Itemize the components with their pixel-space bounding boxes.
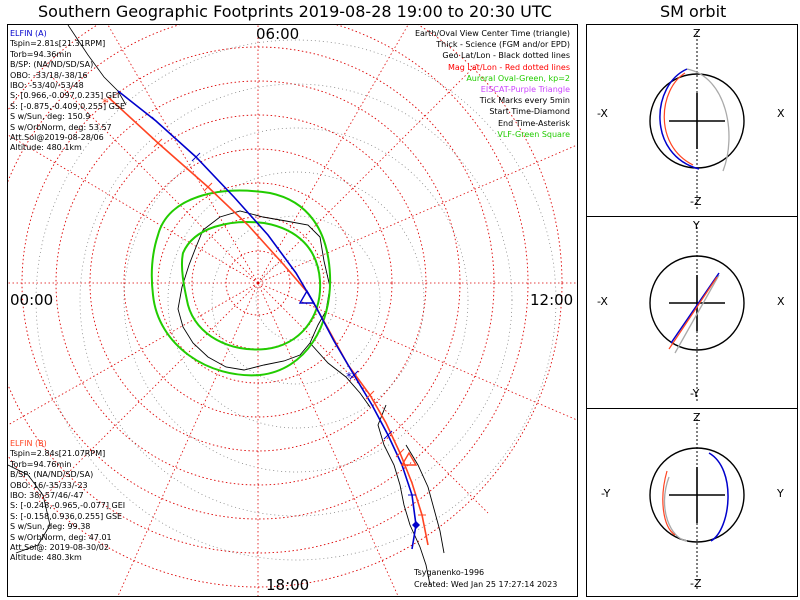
orbit-panel-xz: Z -Z -X X — [586, 24, 798, 217]
elfin-a-info: ELFIN (A) Tspin=2.81s[21.31RPM] Torb=94.… — [10, 29, 125, 154]
orbit-yz-right: Y — [777, 487, 784, 500]
geo-lat-grid — [35, 39, 557, 561]
elfin-a-line: B/SP: (NA/ND/SD/SA) — [10, 60, 94, 70]
orbit-xz-right: X — [777, 107, 785, 120]
elfin-b-info: ELFIN (B) Tspin=2.84s[21.07RPM] Torb=94.… — [10, 439, 125, 564]
elfin-b-ticks — [153, 138, 426, 516]
orbit-xy-bottom: -Y — [690, 387, 700, 400]
elfin-b-line: Altitude: 480.3km — [10, 553, 82, 563]
elfin-b-line: Att.Sol@: 2019-08-30/02 — [10, 543, 109, 553]
elfin-b-line: IBO: 38/-57/46/-47 — [10, 491, 84, 501]
elfin-a-line: Torb=94.36min — [10, 49, 72, 59]
elfin-b-line: B/SP: (NA/ND/SD/SA) — [10, 470, 94, 480]
lon-grid — [8, 25, 577, 596]
plot-title: Southern Geographic Footprints 2019-08-2… — [38, 2, 552, 21]
antarctica-coastline — [177, 210, 371, 408]
orbit-xy-right: X — [777, 295, 785, 308]
orbit-plot-xz — [649, 31, 745, 210]
elfin-a-ticks — [151, 116, 416, 496]
legend-item: Earth/Oval View Center Time (triangle) — [414, 29, 570, 38]
legend-item: EISCAT-Purple Triangle — [480, 85, 570, 95]
map-legend: Earth/Oval View Center Time (triangle) T… — [415, 28, 570, 140]
elfin-b-line: S w/OrbNorm, deg: 47.01 — [10, 532, 112, 542]
elfin-a-line: Altitude: 480.1km — [10, 143, 82, 153]
legend-item: End Time-Asterisk — [497, 118, 570, 128]
elfin-a-line: S w/OrbNorm, deg: 53.57 — [10, 122, 112, 132]
elfin-a-line: OBO: -33/18/-38/16 — [10, 70, 88, 80]
orbit-plot-yz — [649, 415, 745, 590]
legend-item: Mag Lat/Lon - Red dotted lines — [447, 62, 570, 72]
elfin-b-line: S: [-0.248,-0.965,-0.077] GEI — [10, 501, 126, 511]
orbit-panel-yz: Z -Z -Y Y — [586, 408, 798, 597]
clock-label-left: 00:00 — [10, 291, 54, 309]
orbit-track-b — [668, 276, 718, 350]
elfin-b-line: Tspin=2.84s[21.07RPM] — [10, 449, 106, 459]
elfin-a-name: ELFIN (A) — [10, 29, 47, 38]
orbit-track-b — [662, 470, 676, 536]
coastline-fragments — [8, 25, 127, 554]
elfin-a-line: Tspin=2.81s[21.31RPM] — [10, 39, 106, 49]
orbit-track-a — [670, 272, 720, 344]
created-timestamp: Created: Wed Jan 25 17:27:14 2023 — [414, 580, 558, 589]
orbit-yz-left: -Y — [601, 487, 611, 500]
elfin-b-name: ELFIN (B) — [10, 439, 47, 448]
auroral-oval-outer — [150, 189, 332, 377]
elfin-a-line: S w/Sun, deg: 150.9 — [10, 112, 91, 122]
south-america-coastline — [377, 404, 445, 586]
orbit-xy-top: Y — [693, 219, 700, 232]
orbit-yz-top: Z — [693, 411, 701, 424]
orbit-track-gray — [663, 476, 688, 542]
model-credit: Tsyganenko-1996 — [414, 568, 485, 577]
elfin-a-track — [117, 90, 417, 550]
orbit-xz-left: -X — [597, 107, 608, 120]
elfin-a-line: S: [-0.875,-0.409,0.255] GSE — [10, 101, 125, 111]
legend-item: Thick - Science (FGM and/or EPD) — [436, 40, 570, 50]
orbit-plot-xy — [649, 223, 745, 402]
footprint-map-panel: * * 06:00 00:00 12:00 18:00 ELFIN (A) Ts… — [7, 24, 578, 597]
clock-label-bottom: 18:00 — [266, 576, 310, 594]
elfin-a-center-triangle — [298, 289, 316, 304]
orbit-track-b — [663, 72, 694, 166]
clock-label-top: 06:00 — [256, 25, 300, 43]
orbit-xy-left: -X — [597, 295, 608, 308]
elfin-b-line: OBO: 16/-35/33/-23 — [10, 480, 88, 490]
elfin-b-line: S: [-0.158,0.936,0.255] GSE — [10, 511, 123, 521]
elfin-a-end-asterisk: * — [346, 370, 352, 384]
legend-item: Geo Lat/Lon - Black dotted lines — [442, 51, 570, 61]
orbit-yz-bottom: -Z — [690, 577, 702, 590]
elfin-b-center-triangle — [400, 451, 418, 466]
legend-item: VLF-Green Square — [497, 129, 570, 139]
elfin-a-line: S: [0.966,-0.097,0.235] GEI — [10, 91, 120, 101]
orbit-track-a — [659, 68, 700, 170]
orbit-xz-bottom: -Z — [690, 195, 702, 208]
elfin-a-line: IBO: -53/40/-53/48 — [10, 81, 84, 91]
orbit-title: SM orbit — [660, 2, 727, 21]
elfin-b-end-asterisk: * — [102, 96, 108, 110]
orbit-track-a — [708, 452, 729, 542]
elfin-a-line: Att.Sol@2019-08-28/06 — [10, 133, 104, 143]
elfin-b-line: S w/Sun, deg: 99.38 — [10, 522, 91, 532]
footprint-map: * * — [8, 25, 577, 596]
legend-item: Tick Marks every 5min — [479, 96, 570, 106]
orbit-track-gray — [686, 68, 730, 172]
elfin-b-line: Torb=94.76min — [10, 459, 72, 469]
clock-label-right: 12:00 — [530, 291, 574, 309]
orbit-xz-top: Z — [693, 27, 701, 40]
elfin-a-start-diamond — [412, 521, 420, 529]
orbit-panel-xy: Y -Y -X X — [586, 216, 798, 409]
orbit-track-gray — [674, 274, 720, 354]
elfin-b-track — [107, 96, 429, 546]
auroral-oval-inner — [180, 221, 322, 351]
legend-item: Auroral Oval-Green, kp=2 — [466, 73, 570, 83]
legend-item: Start Time-Diamond — [489, 107, 570, 117]
